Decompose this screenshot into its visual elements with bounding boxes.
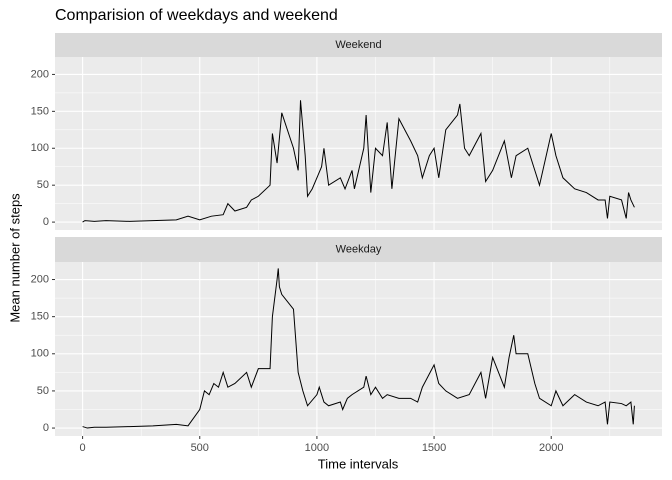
y-tick-label: 0 <box>43 216 49 228</box>
data-line <box>82 100 635 223</box>
y-tick-label: 200 <box>31 273 49 285</box>
x-tick-label: 0 <box>80 442 86 454</box>
x-tick-label: 1500 <box>422 442 446 454</box>
y-tick-label: 100 <box>31 142 49 154</box>
y-tick-label: 150 <box>31 105 49 117</box>
x-tick-label: 1000 <box>305 442 329 454</box>
strip-label: Weekday <box>336 243 382 255</box>
strip <box>55 237 662 262</box>
data-line <box>82 268 635 429</box>
panel-background <box>55 57 662 230</box>
y-tick-label: 200 <box>31 68 49 80</box>
panel-background <box>55 262 662 436</box>
strip <box>55 33 662 57</box>
x-axis-title: Time intervals <box>318 456 399 471</box>
y-axis-title: Mean number of steps <box>7 193 22 323</box>
strip-label: Weekend <box>335 39 381 51</box>
y-tick-label: 100 <box>31 348 49 360</box>
y-tick-label: 50 <box>37 179 49 191</box>
x-tick-label: 2000 <box>539 442 563 454</box>
y-tick-label: 0 <box>43 422 49 434</box>
y-tick-label: 50 <box>37 385 49 397</box>
chart-title: Comparision of weekdays and weekend <box>55 7 338 24</box>
x-tick-label: 500 <box>191 442 209 454</box>
y-tick-label: 150 <box>31 311 49 323</box>
